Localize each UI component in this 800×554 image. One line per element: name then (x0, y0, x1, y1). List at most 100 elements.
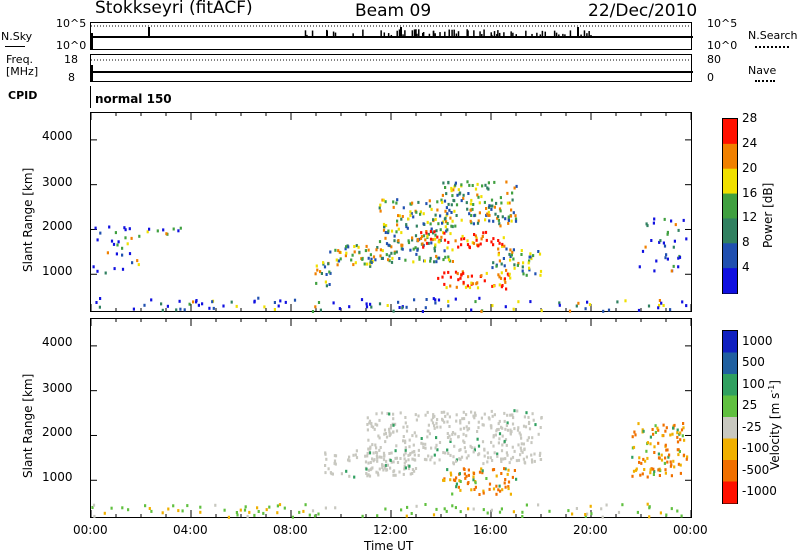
echo-cell (520, 436, 523, 440)
echo-cell (367, 473, 370, 477)
echo-cell (376, 471, 379, 475)
echo-cell (434, 243, 437, 247)
echo-cell (440, 198, 443, 202)
echo-cell (436, 208, 439, 212)
echo-cell (461, 270, 464, 274)
echo-cell (334, 462, 337, 466)
echo-cell (380, 455, 383, 459)
echo-cell (277, 304, 280, 308)
echo-cell (411, 434, 414, 438)
echo-cell (476, 430, 479, 433)
echo-cell (492, 487, 496, 491)
echo-cell (446, 468, 449, 472)
echo-cell (110, 239, 114, 243)
echo-cell (392, 460, 395, 464)
echo-cell (481, 184, 484, 188)
echo-cell (415, 210, 418, 214)
echo-cell (507, 221, 510, 225)
echo-cell (657, 441, 660, 445)
echo-cell (377, 473, 380, 477)
echo-cell (435, 421, 438, 425)
echo-cell (455, 214, 458, 217)
echo-cell (403, 465, 406, 468)
echo-cell (410, 212, 413, 215)
echo-cell (386, 463, 389, 467)
echo-cell (497, 273, 500, 277)
echo-cell (354, 453, 357, 457)
echo-cell (650, 239, 653, 242)
echo-cell (131, 261, 134, 265)
echo-cell (426, 410, 429, 414)
echo-cell (235, 304, 238, 308)
echo-cell (487, 205, 491, 209)
echo-cell (390, 460, 393, 464)
echo-cell (398, 306, 401, 309)
echo-cell (392, 205, 395, 209)
freq-label: Freq. (6, 53, 34, 66)
echo-cell (367, 461, 370, 465)
echo-cell (454, 479, 457, 482)
echo-cell (369, 264, 372, 268)
echo-cell (429, 458, 432, 462)
echo-cell (521, 450, 524, 454)
time-axis-label: Time UT (364, 539, 414, 553)
echo-cell (417, 200, 420, 204)
echo-cell (644, 459, 647, 463)
echo-cell (367, 248, 370, 252)
nsearch-tick-bottom: 10^0 (707, 39, 738, 52)
colorbar-swatch (723, 143, 737, 170)
echo-cell (400, 231, 403, 235)
echo-cell (586, 512, 589, 516)
echo-cell (374, 443, 377, 447)
echo-cell (442, 181, 445, 185)
echo-cell (449, 471, 452, 475)
echo-cell (333, 461, 336, 465)
echo-cell (589, 504, 592, 508)
echo-cell (504, 478, 507, 481)
echo-cell (399, 411, 402, 415)
echo-cell (453, 209, 456, 213)
echo-cell (377, 434, 380, 438)
echo-cell (446, 246, 449, 250)
echo-cell (636, 510, 639, 514)
nsky-tick-bottom: 10^0 (56, 39, 87, 52)
echo-cell (515, 459, 518, 463)
echo-cell (435, 254, 438, 258)
echo-cell (455, 459, 458, 463)
echo-cell (397, 240, 400, 244)
echo-cell (568, 309, 572, 313)
echo-cell (467, 507, 470, 511)
echo-cell (515, 477, 518, 481)
echo-cell (435, 436, 438, 440)
echo-cell (651, 428, 654, 431)
echo-cell (487, 187, 490, 191)
echo-cell (532, 418, 535, 422)
echo-cell (348, 459, 351, 463)
echo-cell (199, 510, 202, 514)
echo-cell (417, 414, 420, 418)
echo-cell (404, 451, 407, 455)
echo-cell (291, 515, 294, 519)
echo-cell (512, 416, 515, 420)
echo-cell (516, 428, 520, 432)
echo-cell (641, 249, 645, 253)
echo-cell (512, 510, 515, 514)
echo-cell (392, 430, 395, 434)
echo-cell (372, 255, 376, 259)
echo-cell (435, 507, 438, 511)
echo-cell (128, 227, 131, 231)
station-title: Stokkseyri (fitACF) (95, 0, 253, 18)
echo-cell (146, 230, 149, 234)
echo-cell (491, 414, 494, 418)
echo-cell (378, 436, 381, 440)
echo-cell (503, 419, 506, 423)
echo-cell (531, 412, 534, 416)
echo-cell (673, 423, 676, 427)
echo-cell (666, 460, 669, 464)
echo-cell (465, 413, 468, 417)
echo-cell (451, 225, 454, 229)
echo-cell (505, 451, 508, 455)
echo-cell (485, 271, 488, 275)
echo-cell (506, 413, 509, 417)
echo-cell (390, 424, 393, 427)
